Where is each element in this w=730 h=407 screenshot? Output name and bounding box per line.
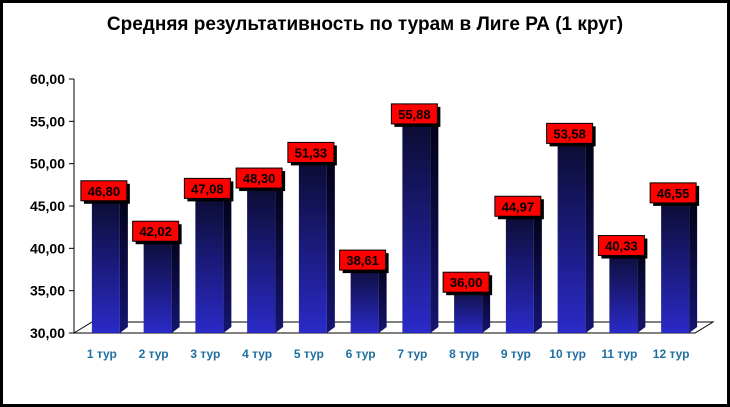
data-label-text: 47,08 bbox=[191, 181, 224, 196]
bar bbox=[195, 182, 232, 333]
data-label: 36,00 bbox=[442, 271, 493, 296]
x-tick-label: 7 тур bbox=[397, 347, 427, 361]
y-tick-label: 40,00 bbox=[30, 240, 65, 256]
data-label-text: 55,88 bbox=[398, 107, 431, 122]
data-label: 44,97 bbox=[494, 195, 544, 220]
x-tick-label: 4 тур bbox=[242, 347, 272, 361]
data-label-text: 40,33 bbox=[605, 239, 638, 254]
data-label: 40,33 bbox=[597, 235, 648, 259]
data-label: 46,80 bbox=[80, 180, 130, 204]
x-tick-label: 5 тур bbox=[294, 347, 324, 361]
x-tick-label: 3 тур bbox=[190, 347, 220, 361]
x-tick-label: 10 тур bbox=[549, 347, 586, 361]
y-tick-label: 30,00 bbox=[30, 325, 65, 341]
bar bbox=[91, 184, 128, 333]
x-tick-label: 6 тур bbox=[346, 347, 376, 361]
data-label: 47,08 bbox=[183, 177, 234, 202]
data-label-text: 36,00 bbox=[450, 275, 483, 290]
x-tick-label: 8 тур bbox=[449, 347, 479, 361]
data-label-text: 48,30 bbox=[243, 171, 276, 186]
data-labels: 46,80 42,02 47,08 48,30 51,33 38,61 55,88 36,00… bbox=[80, 103, 700, 296]
x-tick-label: 12 тур bbox=[653, 347, 690, 361]
bar bbox=[505, 200, 542, 333]
bar bbox=[557, 127, 594, 333]
data-label: 51,33 bbox=[287, 141, 337, 166]
bar bbox=[402, 107, 439, 334]
y-tick-label: 60,00 bbox=[30, 71, 65, 87]
data-label-text: 44,97 bbox=[502, 199, 535, 214]
data-label: 53,58 bbox=[546, 122, 596, 147]
bars bbox=[91, 107, 698, 334]
chart-floor bbox=[72, 321, 715, 334]
x-tick-label: 11 тур bbox=[601, 347, 637, 361]
x-tick-labels: 1 тур 2 тур 3 тур 4 тур 5 тур 6 тур 7 тур 8 тур… bbox=[87, 347, 690, 361]
x-tick-label: 1 тур bbox=[87, 347, 117, 361]
chart-title: Средняя результативность по турам в Лиге… bbox=[106, 14, 624, 35]
bar bbox=[298, 146, 335, 333]
data-label: 46,55 bbox=[649, 182, 700, 206]
x-tick-label: 9 тур bbox=[501, 347, 531, 361]
bar bbox=[247, 172, 284, 333]
y-tick-label: 50,00 bbox=[30, 156, 65, 172]
data-label: 48,30 bbox=[235, 167, 286, 192]
data-label-text: 42,02 bbox=[139, 224, 172, 239]
x-tick-label: 2 тур bbox=[139, 347, 169, 361]
data-label-text: 51,33 bbox=[295, 145, 328, 160]
data-label: 55,88 bbox=[390, 103, 441, 127]
data-label-text: 53,58 bbox=[553, 126, 586, 141]
bar bbox=[661, 186, 698, 333]
data-label-text: 38,61 bbox=[346, 253, 379, 268]
bar bbox=[143, 225, 180, 333]
axes: 30,00 35,00 40,00 45,00 50,00 55,00 60,00 bbox=[30, 71, 715, 341]
data-label: 38,61 bbox=[339, 249, 389, 274]
data-label-text: 46,80 bbox=[88, 184, 121, 199]
y-tick-label: 45,00 bbox=[30, 198, 65, 214]
y-tick-label: 55,00 bbox=[30, 113, 65, 129]
data-label: 42,02 bbox=[132, 220, 182, 245]
data-label-text: 46,55 bbox=[657, 186, 690, 201]
y-tick-label: 35,00 bbox=[30, 283, 65, 299]
